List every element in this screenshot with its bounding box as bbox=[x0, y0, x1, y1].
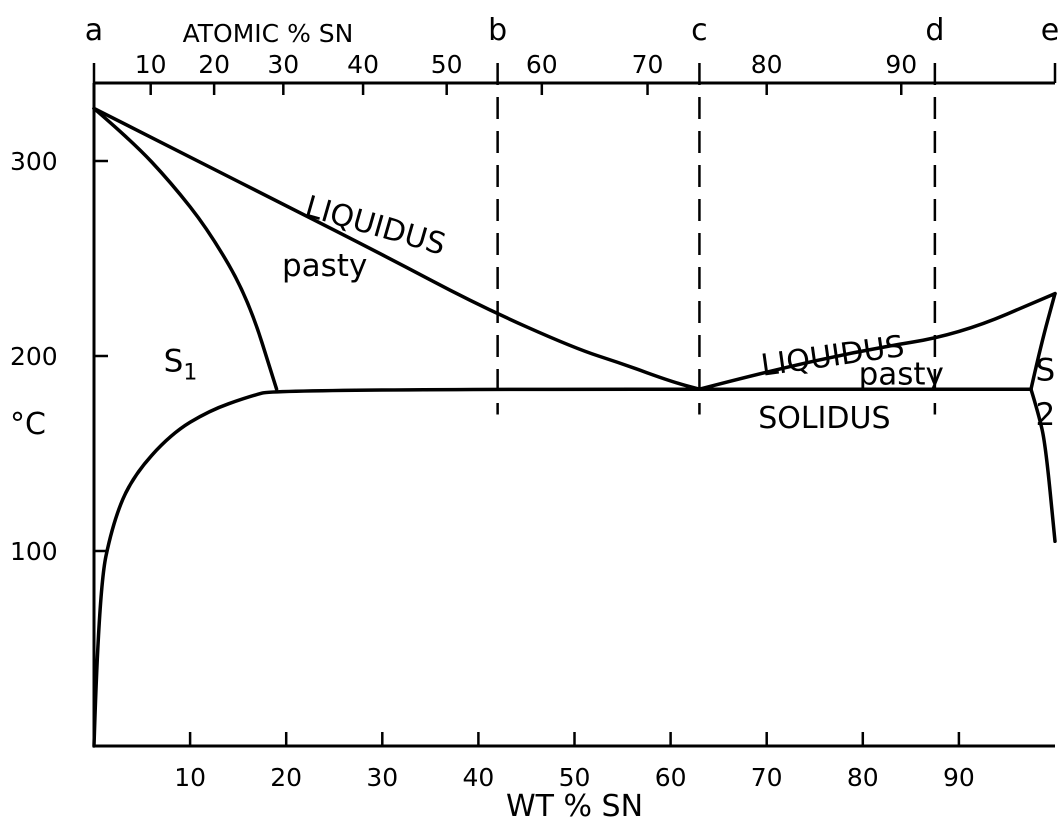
top-tick-label: 50 bbox=[431, 50, 463, 79]
composition-guides: a b c d e bbox=[85, 13, 1058, 415]
top-tick-label: 10 bbox=[135, 50, 167, 79]
guide-label-e: e bbox=[1041, 13, 1058, 48]
annotation: 2 bbox=[1036, 397, 1056, 433]
top-tick-label: 70 bbox=[632, 50, 664, 79]
top-tick-label: 30 bbox=[267, 50, 299, 79]
x-tick-label: 20 bbox=[270, 763, 302, 792]
x-tick-label: 10 bbox=[174, 763, 206, 792]
y-tick-label: 100 bbox=[10, 537, 58, 566]
guide-label-b: b bbox=[488, 13, 507, 48]
annotation: S bbox=[1036, 352, 1056, 388]
phase-curve-1 bbox=[92, 106, 702, 391]
guide-label-c: c bbox=[691, 13, 708, 48]
annotation: pasty bbox=[859, 356, 944, 392]
guide-label-a: a bbox=[85, 13, 103, 48]
axes: 10 20 30 40 50 60 70 80 90 100 200 300 10 20 30 40 50 60 7… bbox=[10, 50, 1055, 792]
phase-curve-2 bbox=[697, 291, 1057, 391]
guide-label-d: d bbox=[925, 13, 944, 48]
top-axis-title: ATOMIC % SN bbox=[183, 19, 354, 48]
x-tick-label: 50 bbox=[559, 763, 591, 792]
x-axis-title: WT % SN bbox=[506, 789, 643, 824]
x-tick-label: 90 bbox=[943, 763, 975, 792]
x-tick-label: 30 bbox=[366, 763, 398, 792]
x-tick-label: 60 bbox=[655, 763, 687, 792]
y-tick-label: 300 bbox=[10, 147, 58, 176]
phase-curve-4 bbox=[92, 387, 1033, 748]
top-tick-label: 20 bbox=[198, 50, 230, 79]
top-tick-label: 80 bbox=[751, 50, 783, 79]
phase-curve-6 bbox=[1029, 387, 1057, 544]
x-tick-label: 70 bbox=[751, 763, 783, 792]
y-tick-label: 200 bbox=[10, 342, 58, 371]
annotation: S1 bbox=[164, 344, 198, 386]
phase-curve-3 bbox=[92, 106, 279, 391]
top-tick-label: 60 bbox=[526, 50, 558, 79]
annotation: pasty bbox=[282, 248, 367, 284]
phase-curve-5 bbox=[1029, 291, 1057, 391]
y-axis-title: °C bbox=[10, 407, 46, 442]
annotation: SOLIDUS bbox=[758, 401, 890, 436]
top-tick-label: 40 bbox=[347, 50, 379, 79]
top-tick-label: 90 bbox=[885, 50, 917, 79]
x-tick-label: 80 bbox=[847, 763, 879, 792]
x-tick-label: 40 bbox=[462, 763, 494, 792]
phase-curves bbox=[92, 106, 1057, 748]
